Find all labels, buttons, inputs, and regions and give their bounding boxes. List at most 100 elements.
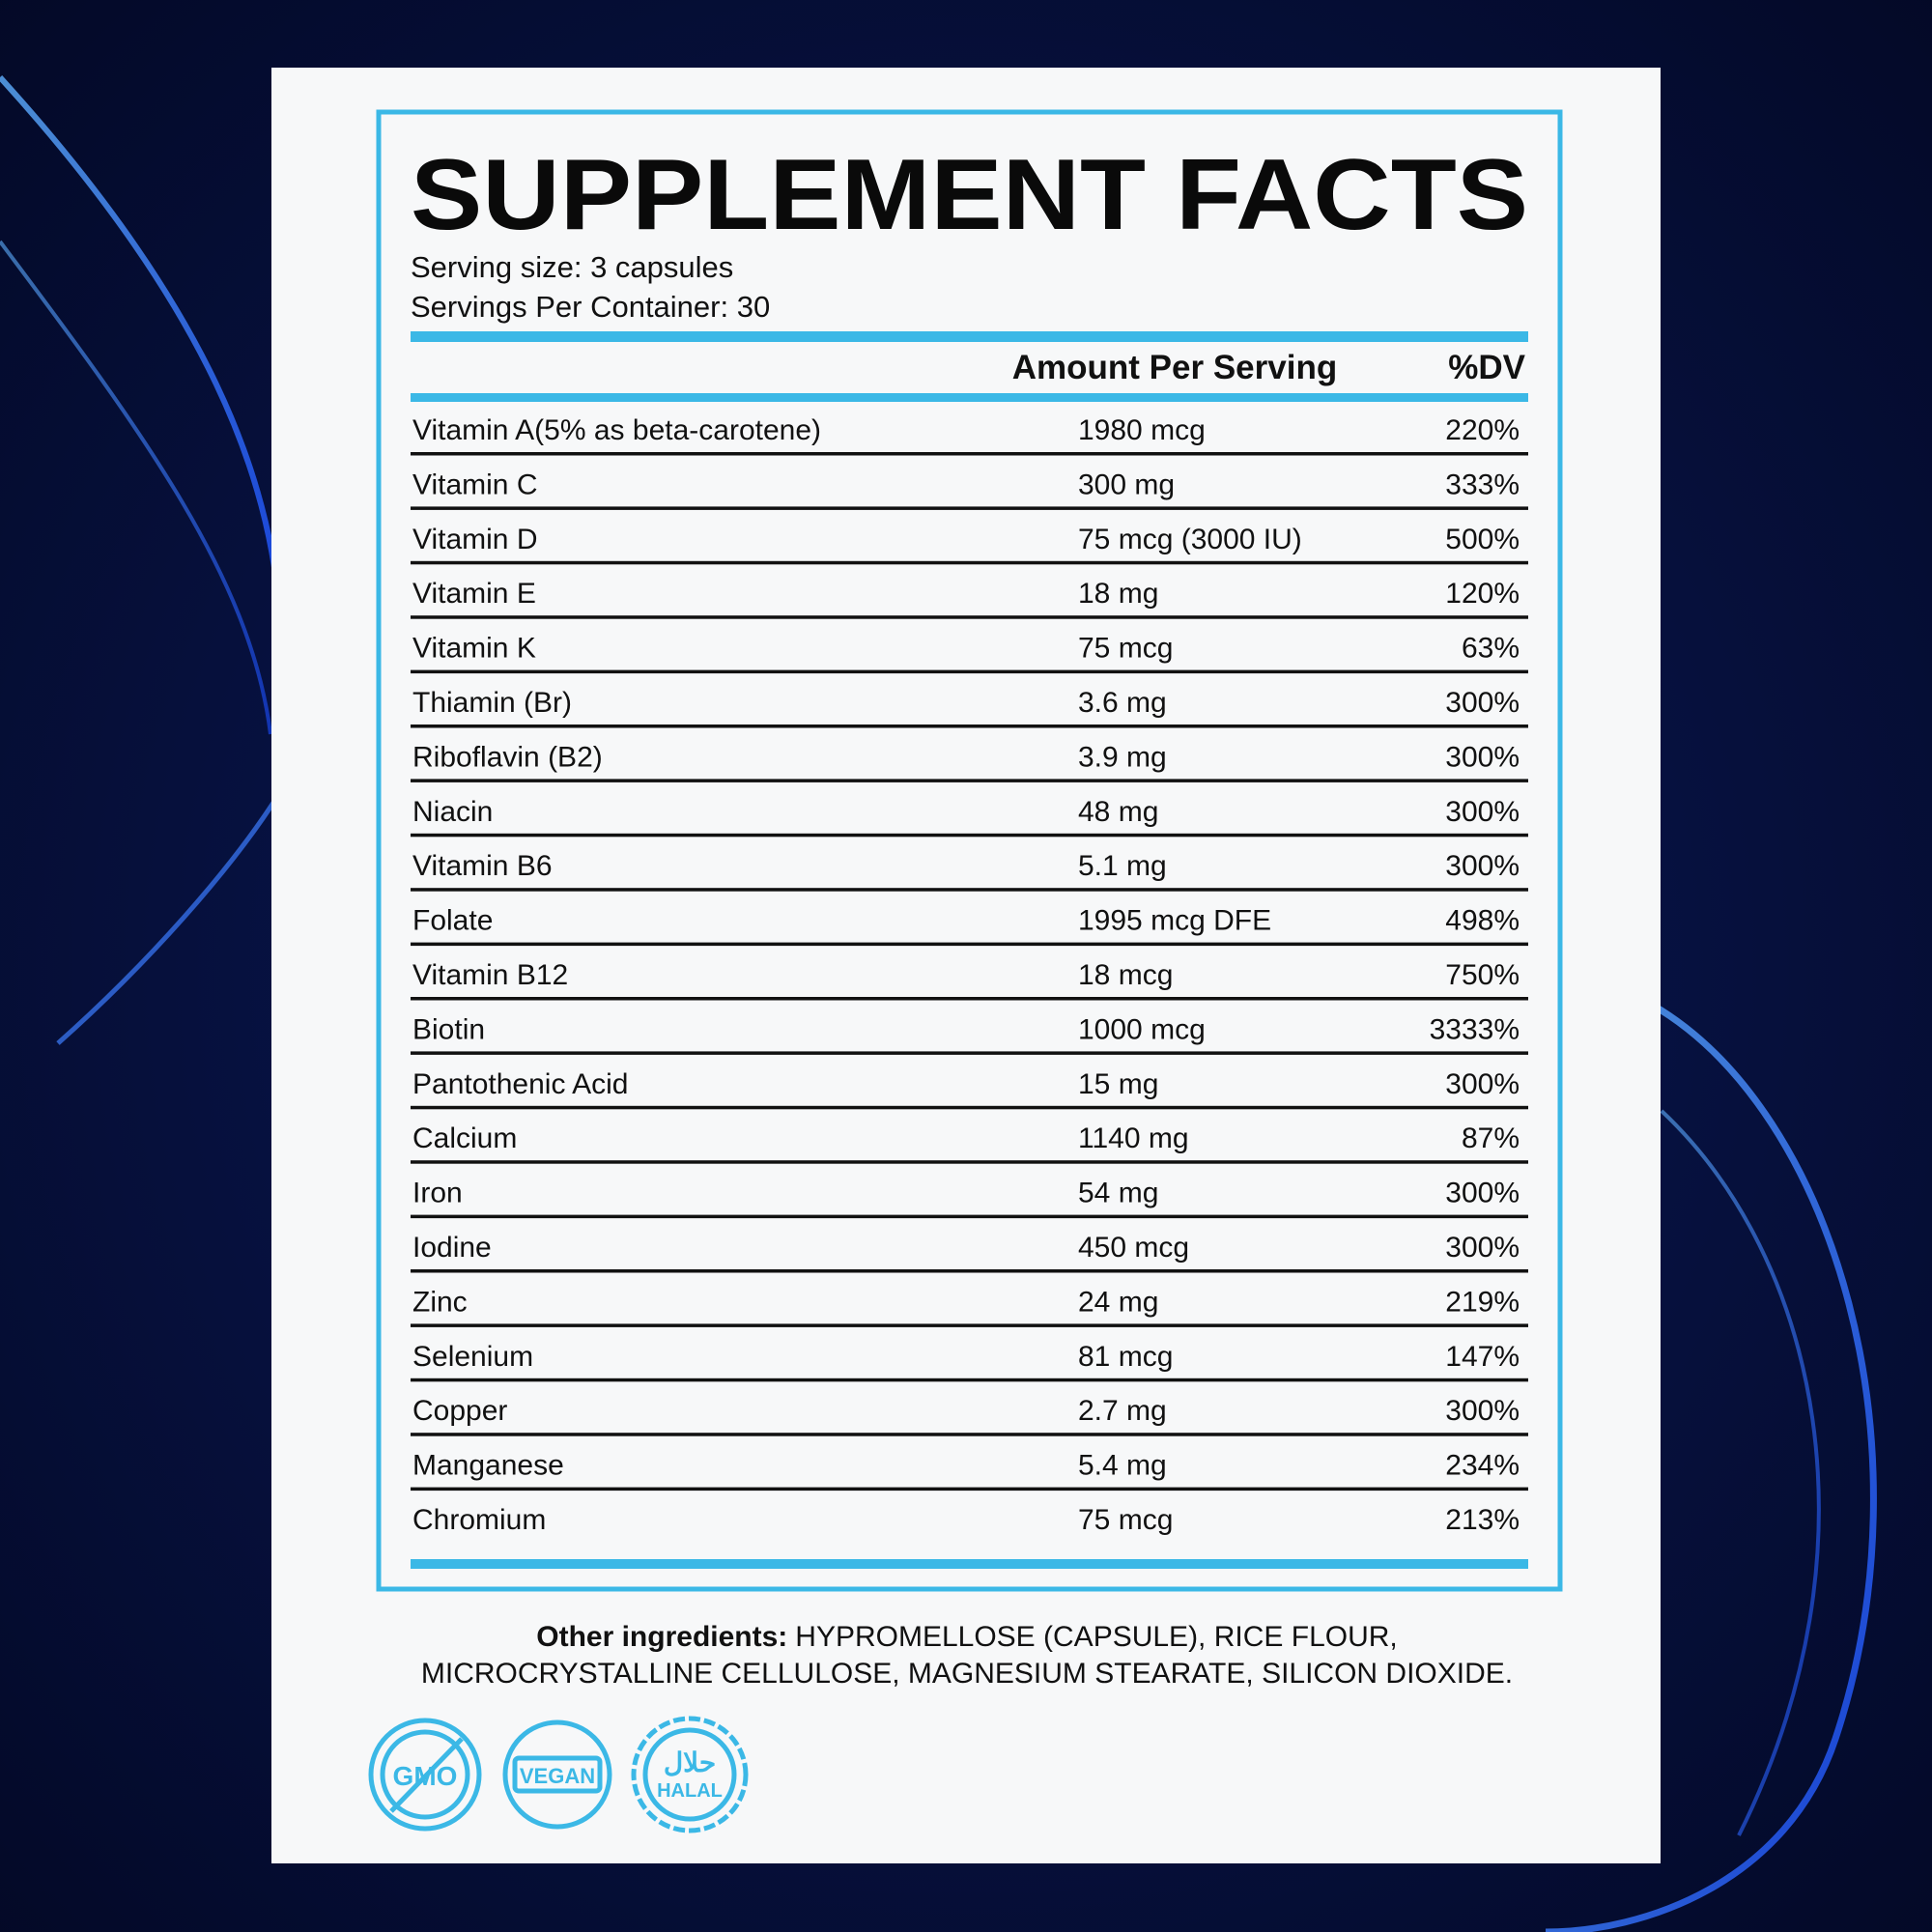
nutrient-amount: 1140 mg (1078, 1122, 1189, 1154)
nutrient-name: Vitamin B6 (412, 850, 553, 882)
column-header: %DV (1448, 349, 1525, 386)
row-divider (411, 1433, 1528, 1436)
nutrient-name: Chromium (412, 1504, 546, 1536)
nutrient-rows: Vitamin A(5% as beta-carotene) 1980 mcg 22… (411, 414, 1528, 1536)
row-divider (411, 1214, 1528, 1219)
nutrient-dv: 300% (1445, 1395, 1520, 1427)
nutrient-amount: 2.7 mg (1078, 1395, 1167, 1427)
nutrient-name: Folate (412, 905, 493, 937)
row-divider (411, 506, 1528, 510)
nutrient-name: Vitamin K (412, 633, 536, 665)
nutrient-name: Calcium (412, 1122, 517, 1154)
title: SUPPLEMENT FACTS (411, 139, 1528, 251)
nutrient-amount: 18 mg (1078, 578, 1158, 610)
nutrient-amount: 1995 mcg DFE (1078, 905, 1271, 937)
nutrient-amount: 1000 mcg (1078, 1013, 1206, 1045)
nutrient-name: Vitamin E (412, 578, 536, 610)
nutrient-amount: 54 mg (1078, 1178, 1158, 1209)
row-divider (411, 1051, 1528, 1055)
nutrient-name: Copper (412, 1395, 507, 1427)
nutrient-dv: 498% (1445, 905, 1520, 937)
nutrient-amount: 3.6 mg (1078, 687, 1167, 719)
gmo-badge (368, 1718, 482, 1832)
badge-text: HALAL (657, 1780, 723, 1802)
vegan-badge (502, 1719, 612, 1830)
nutrient-dv: 3333% (1430, 1013, 1520, 1045)
row-divider (411, 1160, 1528, 1164)
nutrient-name: Vitamin B12 (412, 959, 568, 991)
nutrient-name: Iodine (412, 1232, 492, 1264)
nutrient-amount: 15 mg (1078, 1068, 1158, 1100)
nutrient-amount: 75 mcg (3000 IU) (1078, 524, 1302, 555)
nutrient-name: Thiamin (Br) (412, 687, 572, 719)
nutrient-dv: 500% (1445, 524, 1520, 555)
row-divider (411, 669, 1528, 674)
nutrient-dv: 300% (1445, 1232, 1520, 1264)
row-divider (411, 997, 1528, 1001)
nutrient-dv: 300% (1445, 796, 1520, 828)
row-divider (411, 452, 1528, 456)
divider-bar (411, 1559, 1528, 1569)
nutrient-name: Zinc (412, 1286, 468, 1318)
nutrient-dv: 300% (1445, 850, 1520, 882)
row-divider (411, 724, 1528, 728)
nutrient-name: Vitamin C (412, 469, 538, 500)
nutrient-dv: 63% (1462, 633, 1520, 665)
row-divider (411, 1269, 1528, 1273)
halal-badge (631, 1716, 749, 1833)
other-ingredients-text: MICROCRYSTALLINE CELLULOSE, MAGNESIUM ST… (421, 1658, 1513, 1690)
other-ingredients-text: HYPROMELLOSE (CAPSULE), RICE FLOUR, (795, 1621, 1397, 1653)
badge-text: GMO (393, 1761, 458, 1791)
nutrient-dv: 300% (1445, 687, 1520, 719)
column-header: Amount Per Serving (1012, 349, 1337, 386)
row-divider (411, 1378, 1528, 1382)
row-divider (411, 833, 1528, 838)
nutrient-name: Biotin (412, 1013, 485, 1045)
nutrient-amount: 1980 mcg (1078, 414, 1206, 446)
nutrient-name: Riboflavin (B2) (412, 741, 603, 773)
nutrient-dv: 147% (1445, 1341, 1520, 1373)
row-divider (411, 1487, 1528, 1492)
nutrient-dv: 300% (1445, 1068, 1520, 1100)
nutrient-dv: 234% (1445, 1450, 1520, 1482)
serving-size: Serving size: 3 capsules (411, 250, 733, 284)
nutrient-dv: 333% (1445, 469, 1520, 500)
badge-text: VEGAN (520, 1764, 595, 1788)
row-divider (411, 779, 1528, 782)
nutrient-name: Niacin (412, 796, 493, 828)
nutrient-amount: 75 mcg (1078, 633, 1173, 665)
nutrient-name: Iron (412, 1178, 463, 1209)
nutrient-dv: 213% (1445, 1504, 1520, 1536)
nutrient-amount: 450 mcg (1078, 1232, 1189, 1264)
facts-border (376, 109, 1563, 1592)
row-divider (411, 615, 1528, 619)
row-divider (411, 888, 1528, 892)
nutrient-dv: 300% (1445, 741, 1520, 773)
nutrient-amount: 5.1 mg (1078, 850, 1167, 882)
divider-bar (411, 393, 1528, 402)
nutrient-amount: 48 mg (1078, 796, 1158, 828)
nutrient-name: Manganese (412, 1450, 564, 1482)
nutrient-name: Vitamin A(5% as beta-carotene) (412, 414, 821, 446)
badge-text: حلال (664, 1747, 716, 1777)
row-divider (411, 560, 1528, 565)
nutrient-dv: 120% (1445, 578, 1520, 610)
nutrient-name: Selenium (412, 1341, 533, 1373)
row-divider (411, 942, 1528, 947)
nutrient-amount: 3.9 mg (1078, 741, 1167, 773)
row-divider (411, 1105, 1528, 1110)
nutrient-dv: 220% (1445, 414, 1520, 446)
nutrient-name: Pantothenic Acid (412, 1068, 629, 1100)
other-ingredients-label: Other ingredients: (536, 1621, 787, 1653)
other-ingredients-line: Other ingredients: HYPROMELLOSE (CAPSULE)… (536, 1621, 1398, 1653)
nutrient-amount: 18 mcg (1078, 959, 1173, 991)
nutrient-amount: 5.4 mg (1078, 1450, 1167, 1482)
badges (368, 1716, 749, 1833)
servings-per-container: Servings Per Container: 30 (411, 290, 770, 324)
nutrient-dv: 87% (1462, 1122, 1520, 1154)
nutrient-dv: 219% (1445, 1286, 1520, 1318)
row-divider (411, 1323, 1528, 1327)
nutrient-dv: 300% (1445, 1178, 1520, 1209)
